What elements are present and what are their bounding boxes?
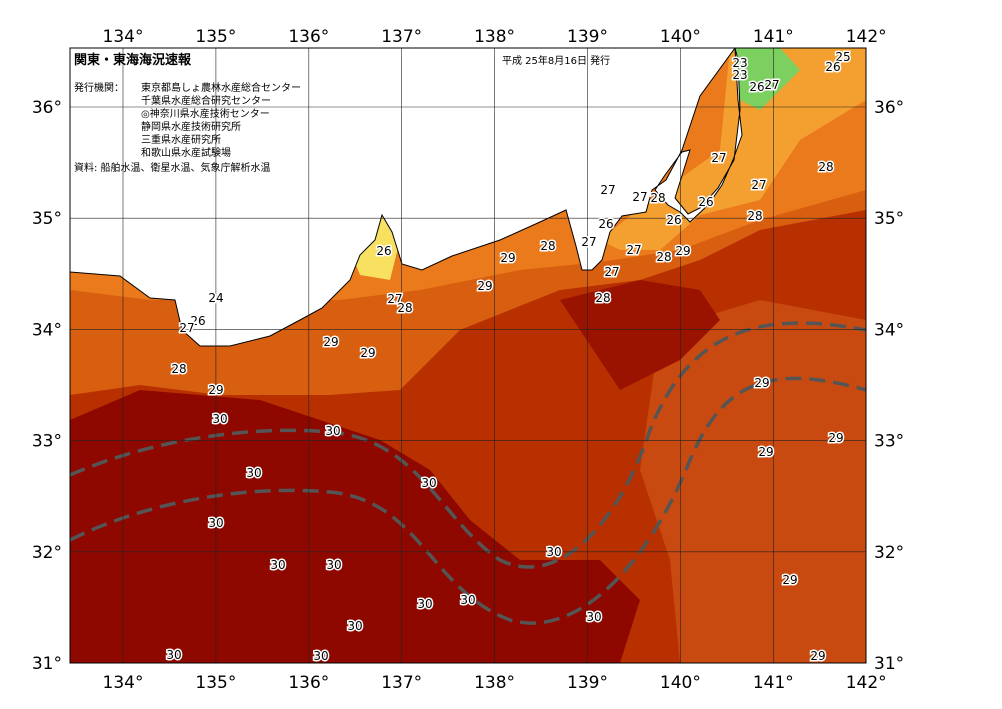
title: 関東・東海海況速報 bbox=[74, 52, 192, 68]
contour-label: 24 bbox=[208, 291, 223, 305]
contour-label: 28 bbox=[656, 250, 671, 264]
issuer: 三重県水産研究所 bbox=[141, 133, 221, 146]
contour-label: 30 bbox=[326, 558, 341, 572]
contour-label: 27 bbox=[604, 265, 619, 279]
contour-label: 30 bbox=[325, 424, 340, 438]
map-frame bbox=[69, 47, 867, 664]
contour-label: 26 bbox=[825, 60, 840, 74]
contour-label: 29 bbox=[782, 573, 797, 587]
contour-label: 26 bbox=[190, 314, 205, 328]
contour-label: 26 bbox=[376, 244, 391, 258]
contour-label: 27 bbox=[600, 183, 615, 197]
contour-label: 23 bbox=[732, 68, 747, 82]
lon-label-top: 136° bbox=[288, 27, 329, 47]
contour-label: 30 bbox=[347, 619, 362, 633]
contour-label: 27 bbox=[632, 190, 647, 204]
contour-label: 29 bbox=[810, 649, 825, 663]
source: 資料: 船舶水温、衛星水温、気象庁解析水温 bbox=[74, 161, 271, 174]
sst-map bbox=[70, 48, 866, 663]
contour-label: 30 bbox=[421, 476, 436, 490]
lon-label-bottom: 137° bbox=[381, 673, 422, 693]
issuer: 東京都島しょ農林水産総合センター bbox=[141, 81, 301, 94]
contour-label: 29 bbox=[675, 244, 690, 258]
lon-label-top: 138° bbox=[474, 27, 515, 47]
lon-label-bottom: 141° bbox=[753, 673, 794, 693]
lon-label-top: 139° bbox=[567, 27, 608, 47]
lat-label-left: 36° bbox=[32, 98, 62, 118]
contour-label: 30 bbox=[313, 649, 328, 663]
contour-label: 28 bbox=[540, 239, 555, 253]
contour-label: 30 bbox=[212, 412, 227, 426]
contour-label: 27 bbox=[179, 321, 194, 335]
contour-label: 27 bbox=[581, 235, 596, 249]
contour-label: 28 bbox=[397, 301, 412, 315]
lon-label-bottom: 138° bbox=[474, 673, 515, 693]
lat-label-right: 32° bbox=[874, 543, 904, 563]
contour-label: 28 bbox=[818, 160, 833, 174]
contour-label: 30 bbox=[546, 545, 561, 559]
contour-label: 27 bbox=[626, 243, 641, 257]
lon-label-top: 134° bbox=[103, 27, 144, 47]
lat-label-left: 33° bbox=[32, 432, 62, 452]
contour-label: 30 bbox=[586, 610, 601, 624]
contour-label: 26 bbox=[666, 213, 681, 227]
lat-label-left: 32° bbox=[32, 543, 62, 563]
contour-label: 29 bbox=[828, 431, 843, 445]
issuer: 静岡県水産技術研究所 bbox=[141, 120, 241, 133]
contour-label: 29 bbox=[758, 445, 773, 459]
lon-label-top: 142° bbox=[846, 27, 887, 47]
contour-label: 29 bbox=[360, 346, 375, 360]
lat-label-right: 35° bbox=[874, 209, 904, 229]
contour-label: 28 bbox=[171, 362, 186, 376]
issuer: 和歌山県水産試験場 bbox=[141, 146, 231, 159]
lon-label-bottom: 134° bbox=[103, 673, 144, 693]
contour-label: 26 bbox=[749, 80, 764, 94]
lon-label-bottom: 140° bbox=[660, 673, 701, 693]
contour-label: 29 bbox=[500, 251, 515, 265]
contour-label: 28 bbox=[595, 291, 610, 305]
contour-label: 30 bbox=[246, 466, 261, 480]
contour-label: 29 bbox=[208, 383, 223, 397]
issuer: ◎神奈川県水産技術センター bbox=[141, 107, 270, 120]
contour-label: 26 bbox=[598, 217, 613, 231]
contour-label: 30 bbox=[166, 648, 181, 662]
contour-label: 27 bbox=[751, 178, 766, 192]
contour-label: 25 bbox=[835, 50, 850, 64]
lon-label-top: 140° bbox=[660, 27, 701, 47]
contour-label: 30 bbox=[417, 597, 432, 611]
lat-label-left: 31° bbox=[32, 654, 62, 674]
contour-label: 26 bbox=[698, 195, 713, 209]
lon-label-top: 135° bbox=[195, 27, 236, 47]
lon-label-bottom: 135° bbox=[195, 673, 236, 693]
lon-label-bottom: 139° bbox=[567, 673, 608, 693]
lon-label-top: 137° bbox=[381, 27, 422, 47]
lon-label-bottom: 142° bbox=[846, 673, 887, 693]
lat-label-left: 34° bbox=[32, 320, 62, 340]
lat-label-right: 33° bbox=[874, 432, 904, 452]
lon-label-top: 141° bbox=[753, 27, 794, 47]
contour-label: 30 bbox=[270, 558, 285, 572]
lat-label-right: 31° bbox=[874, 654, 904, 674]
contour-label: 28 bbox=[650, 191, 665, 205]
contour-label: 30 bbox=[460, 593, 475, 607]
lat-label-left: 35° bbox=[32, 209, 62, 229]
issuer: 千葉県水産総合研究センター bbox=[141, 94, 271, 107]
contour-label: 27 bbox=[387, 292, 402, 306]
contour-label: 23 bbox=[732, 56, 747, 70]
contour-label: 30 bbox=[208, 516, 223, 530]
contour-label: 29 bbox=[754, 376, 769, 390]
contour-label: 28 bbox=[747, 209, 762, 223]
lon-label-bottom: 136° bbox=[288, 673, 329, 693]
contour-label: 27 bbox=[711, 151, 726, 165]
contour-label: 27 bbox=[764, 78, 779, 92]
contour-label: 29 bbox=[323, 335, 338, 349]
date: 平成 25年8月16日 発行 bbox=[502, 54, 610, 67]
lat-label-right: 34° bbox=[874, 320, 904, 340]
contour-label: 29 bbox=[477, 279, 492, 293]
lat-label-right: 36° bbox=[874, 98, 904, 118]
issuer-label: 発行機関： bbox=[74, 81, 124, 94]
